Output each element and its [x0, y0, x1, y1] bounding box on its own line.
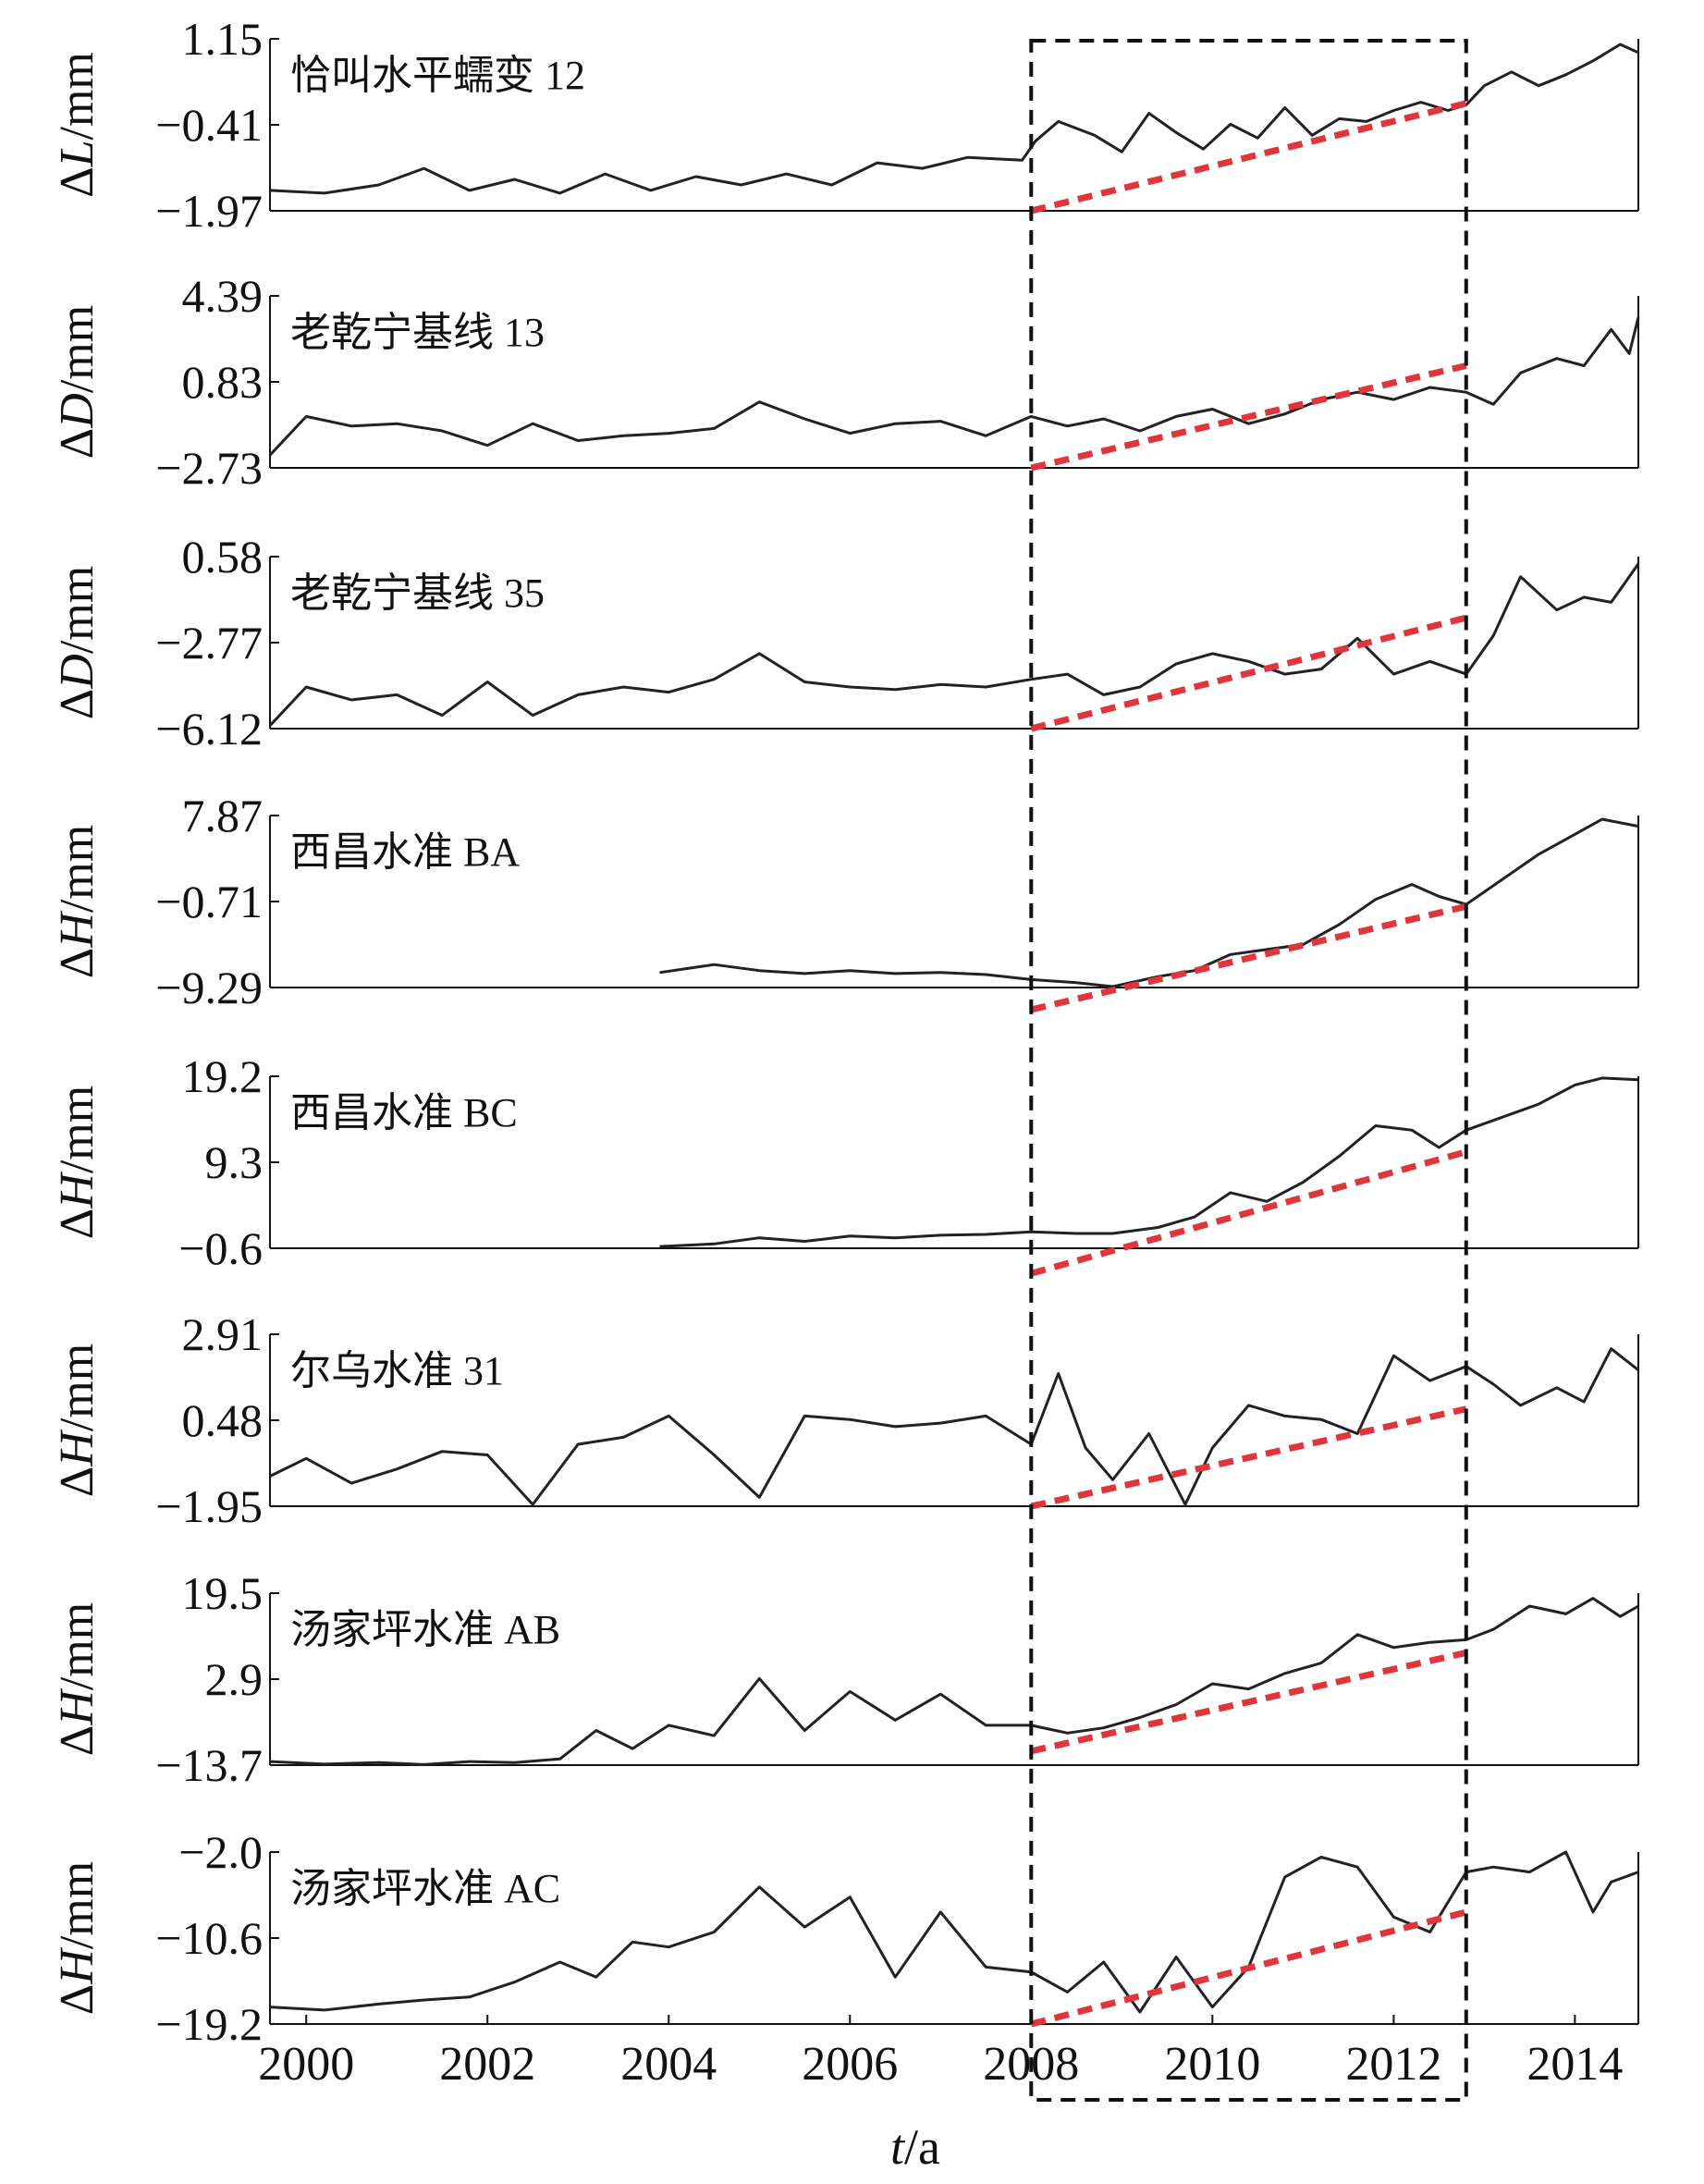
series-line [269, 43, 1639, 195]
y-axis-label: ΔH/mm [51, 825, 104, 978]
highlight-box [1029, 39, 1468, 2102]
trend-line [1030, 1405, 1467, 1510]
y-tick-label: −2.0 [178, 1826, 263, 1878]
series-line [268, 562, 1640, 727]
panel-title: 汤家坪水准 AC [290, 1866, 560, 1911]
x-axis-label: t/a [890, 2119, 940, 2175]
y-tick-label: 1.15 [182, 13, 264, 65]
y-tick-label: −10.6 [155, 1912, 263, 1964]
panel-1: 1.15 −0.41 −1.97 ΔL/mm 恰叫水平蠕变 12 [51, 13, 1639, 237]
y-axis-label: ΔD/mm [51, 566, 104, 719]
x-tick-label: 2000 [258, 2038, 354, 2091]
x-tick-label: 2014 [1526, 2038, 1623, 2091]
y-axis-label: ΔL/mm [51, 52, 104, 198]
panel-6: 2.91 0.48 −1.95 ΔH/mm 尔乌水准 31 [51, 1308, 1639, 1532]
panel-title: 老乾宁基线 13 [290, 310, 545, 355]
series-line [659, 817, 1639, 988]
y-tick-label: 0.83 [182, 356, 264, 408]
panel-7: 19.5 2.9 −13.7 ΔH/mm 汤家坪水准 AB [51, 1567, 1639, 1791]
y-axis-label: ΔH/mm [51, 1086, 104, 1239]
series-line [269, 1850, 1639, 2014]
x-tick-label: 2010 [1164, 2038, 1260, 2091]
trend-line [1030, 614, 1467, 732]
panel-title: 尔乌水准 31 [290, 1348, 504, 1393]
y-tick-label: −2.73 [155, 442, 263, 494]
y-tick-label: −2.77 [155, 617, 263, 669]
y-tick-label: 0.48 [182, 1394, 264, 1446]
panel-title: 恰叫水平蠕变 12 [290, 53, 585, 98]
y-tick-label: −19.2 [155, 1998, 263, 2050]
panel-2: 4.39 0.83 −2.73 ΔD/mm 老乾宁基线 13 [51, 270, 1640, 494]
y-tick-label: −0.41 [155, 99, 263, 151]
panel-3: 0.58 −2.77 −6.12 ΔD/mm 老乾宁基线 35 [51, 531, 1640, 755]
y-axis-label: ΔH/mm [51, 1344, 104, 1497]
y-tick-label: 7.87 [182, 790, 264, 841]
y-tick-label: −0.6 [178, 1222, 263, 1274]
y-axis-label: ΔH/mm [51, 1602, 104, 1756]
panel-title: 西昌水准 BC [290, 1090, 518, 1135]
y-tick-label: −1.97 [155, 185, 263, 237]
trend-line [1030, 362, 1467, 472]
y-tick-label: 9.3 [205, 1136, 264, 1188]
x-axis: 2000 2002 2004 2006 2008 2010 2012 2014 [258, 2015, 1623, 2091]
y-axis-label: ΔD/mm [51, 305, 104, 459]
y-tick-label: −13.7 [155, 1739, 263, 1791]
y-tick-label: 2.9 [205, 1653, 264, 1705]
trend-line [1030, 1148, 1467, 1277]
series-line [269, 1597, 1639, 1766]
x-tick-label: 2012 [1345, 2038, 1441, 2091]
x-tick-label: 2006 [802, 2038, 898, 2091]
panel-8: −2.0 −10.6 −19.2 ΔH/mm 汤家坪水准 AC [51, 1826, 1639, 2050]
trend-line [1030, 1650, 1467, 1755]
x-tick-label: 2004 [620, 2038, 717, 2091]
series-line [268, 316, 1640, 457]
y-tick-label: −6.12 [155, 703, 263, 755]
y-tick-label: 2.91 [182, 1308, 264, 1360]
y-tick-label: 19.2 [182, 1050, 264, 1102]
trend-line [1030, 100, 1467, 215]
highlight-rect [1029, 39, 1468, 2102]
x-tick-label: 2002 [439, 2038, 535, 2091]
y-tick-label: −9.29 [155, 962, 263, 1013]
trend-line [1030, 902, 1467, 1013]
trend-line [1030, 1908, 1467, 2028]
y-tick-label: 4.39 [182, 270, 264, 322]
panel-title: 汤家坪水准 AB [290, 1607, 560, 1652]
y-tick-label: −1.95 [155, 1480, 263, 1532]
y-tick-label: 0.58 [182, 531, 264, 583]
y-axis-label: ΔH/mm [51, 1861, 104, 2015]
panel-title: 老乾宁基线 35 [290, 571, 545, 616]
panel-4: 7.87 −0.71 −9.29 ΔH/mm 西昌水准 BA [51, 790, 1639, 1013]
chart-panels: 1.15 −0.41 −1.97 ΔL/mm 恰叫水平蠕变 12 4.39 0.83 −2.7… [51, 13, 1640, 2050]
y-tick-label: −0.71 [155, 876, 263, 927]
y-tick-label: 19.5 [182, 1567, 264, 1619]
series-line [659, 1076, 1639, 1248]
panel-title: 西昌水准 BA [290, 829, 520, 875]
panel-5: 19.2 9.3 −0.6 ΔH/mm 西昌水准 BC [51, 1050, 1639, 1277]
